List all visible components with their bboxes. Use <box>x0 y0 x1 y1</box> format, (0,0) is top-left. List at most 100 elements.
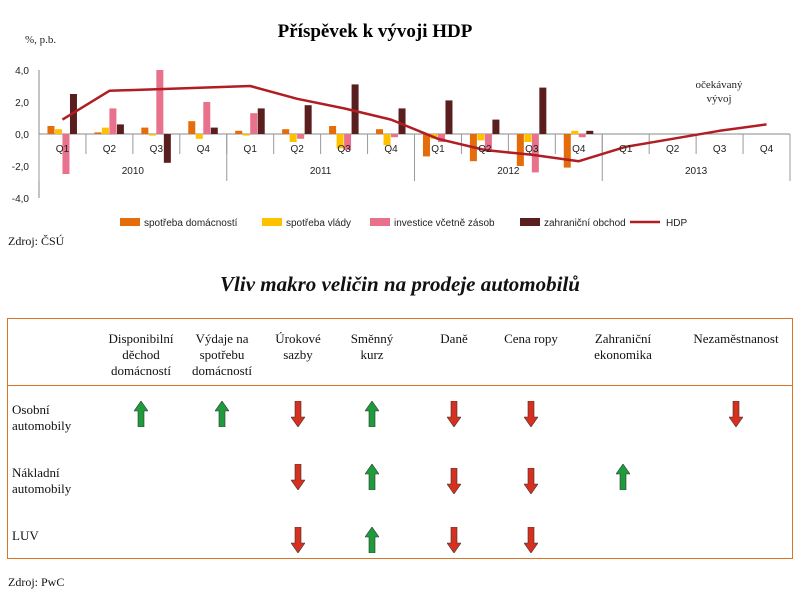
bar <box>398 108 406 134</box>
x-tick-label: Q2 <box>103 144 117 155</box>
legend-swatch <box>520 218 540 226</box>
arrow-up-icon <box>364 526 380 554</box>
bar <box>289 134 297 142</box>
arrow-up-icon <box>364 400 380 428</box>
arrow-up-icon <box>615 463 631 491</box>
x-tick-label: Q2 <box>290 144 304 155</box>
expected-annotation: očekávaný <box>695 79 743 91</box>
x-tick-label: Q1 <box>244 144 258 155</box>
x-tick-label: Q2 <box>666 144 680 155</box>
bar <box>578 134 586 138</box>
bar <box>531 134 539 173</box>
arrow-up-icon <box>133 400 149 428</box>
y-axis-label: %, p.b. <box>25 34 56 46</box>
legend-swatch <box>120 218 140 226</box>
bar <box>54 129 62 134</box>
bar <box>524 134 532 142</box>
arrow-down-icon <box>290 400 306 428</box>
gdp-line <box>61 84 767 163</box>
column-header: Směnný kurz <box>350 331 394 362</box>
legend-label: spotřeba vlády <box>286 218 351 229</box>
chart-legend: spotřeba domácností spotřeba vlády investi… <box>120 218 687 229</box>
year-label: 2011 <box>310 166 332 177</box>
bar <box>282 129 290 134</box>
arrow-down-icon <box>290 463 306 491</box>
bar <box>141 127 149 134</box>
bar <box>210 127 218 134</box>
arrow-down-icon <box>728 400 744 428</box>
bar <box>195 134 203 139</box>
bar <box>516 134 524 166</box>
x-tick-label: Q3 <box>713 144 727 155</box>
arrow-down-icon <box>446 526 462 554</box>
y-tick-label: -2,0 <box>12 162 30 173</box>
bar <box>586 130 594 134</box>
x-axis-labels: Q1 Q2 Q3 Q4 Q1 Q2 Q3 Q4 Q1 Q2 Q3 Q4 Q1 Q2 Q3 Q4 2010 2011… <box>56 144 774 177</box>
bar <box>391 134 399 138</box>
gdp-contribution-chart: Příspěvek k vývoji HDP %, p.b. 4,0 2,0 0,0… <box>12 21 791 229</box>
bar <box>329 126 337 134</box>
impact-matrix: Disponibilní děchod domácností Výdaje na spo… <box>7 318 793 559</box>
bar <box>101 127 109 134</box>
bar <box>484 134 492 150</box>
column-header: Disponibilní děchod domácností <box>108 331 174 378</box>
chart-source: Zdroj: ČSÚ <box>8 234 65 248</box>
x-tick-label: Q2 <box>478 144 492 155</box>
x-tick-label: Q3 <box>525 144 539 155</box>
y-tick-label: -4,0 <box>12 194 30 205</box>
bar <box>539 87 547 134</box>
bar <box>304 105 312 134</box>
bar <box>242 134 250 136</box>
x-tick-label: Q1 <box>619 144 633 155</box>
column-header: Daně <box>440 331 468 346</box>
bars <box>47 70 594 174</box>
header-divider <box>8 385 792 386</box>
bar <box>477 134 485 141</box>
bar <box>571 130 579 134</box>
arrow-down-icon <box>523 526 539 554</box>
arrow-up-icon <box>214 400 230 428</box>
arrow-down-icon <box>523 400 539 428</box>
bar <box>62 134 70 174</box>
expected-annotation-line2: vývoj <box>706 93 731 105</box>
bar <box>250 113 258 134</box>
column-header: Nezaměstnanost <box>693 331 779 346</box>
bar <box>148 134 156 136</box>
bar <box>492 119 500 134</box>
matrix-source: Zdroj: PwC <box>8 575 65 589</box>
arrow-down-icon <box>446 400 462 428</box>
x-tick-label: Q4 <box>197 144 211 155</box>
legend-label: HDP <box>666 218 687 229</box>
year-label: 2012 <box>497 166 520 177</box>
x-tick-label: Q3 <box>150 144 164 155</box>
legend-swatch <box>262 218 282 226</box>
bar <box>344 134 352 150</box>
bar <box>47 126 55 134</box>
matrix-title: Vliv makro veličin na prodeje automobilů <box>220 272 580 296</box>
arrow-down-icon <box>290 526 306 554</box>
bar <box>563 134 571 168</box>
column-header: Cena ropy <box>504 331 558 346</box>
bar <box>437 134 445 142</box>
arrow-up-icon <box>364 463 380 491</box>
x-tick-label: Q1 <box>56 144 70 155</box>
legend-label: zahraniční obchod <box>544 218 626 229</box>
bar <box>376 129 384 134</box>
year-label: 2013 <box>685 166 708 177</box>
row-label: Osobní automobily <box>12 402 72 433</box>
x-tick-label: Q4 <box>760 144 774 155</box>
bar <box>235 130 243 134</box>
column-header: Zahraniční ekonomika <box>594 331 652 362</box>
y-tick-label: 2,0 <box>15 98 29 109</box>
row-label: LUV <box>12 528 39 543</box>
column-header: Výdaje na spotřebu domácností <box>192 331 252 378</box>
x-tick-label: Q3 <box>337 144 351 155</box>
bar <box>116 124 124 134</box>
bar <box>422 134 430 157</box>
legend-label: investice včetně zásob <box>394 218 495 229</box>
chart-title: Příspěvek k vývoji HDP <box>278 21 473 42</box>
bar <box>163 134 171 163</box>
arrow-down-icon <box>523 467 539 495</box>
y-tick-label: 0,0 <box>15 130 29 141</box>
bar <box>109 108 117 134</box>
